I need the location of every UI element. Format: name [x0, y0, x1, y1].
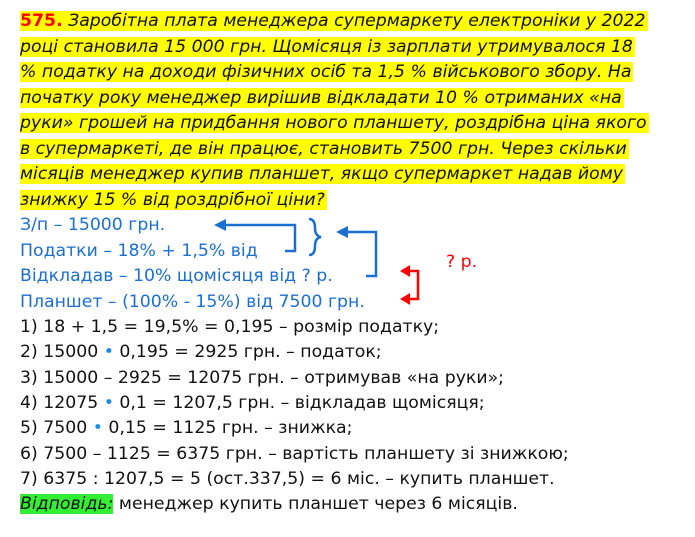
scheme-line: З/п – 15000 грн. [20, 215, 166, 235]
problem-line-text: місяців менеджер купив планшет, якщо суп… [20, 164, 623, 184]
step-text: 0,195 = 2925 грн. – податок; [113, 342, 382, 363]
scheme-line: Планшет – (100% - 15%) від 7500 грн. [20, 291, 365, 312]
solution-step: 1) 18 + 1,5 = 19,5% = 0,195 – розмір под… [20, 316, 439, 339]
scheme-line: Відкладав – 10% щомісяця від ? р. [20, 266, 333, 286]
solution-step: 6) 7500 – 1125 = 6375 грн. – вартість пл… [20, 443, 569, 466]
step-text: 4) 12075 [20, 392, 104, 413]
step-text: 5) 7500 [20, 418, 93, 439]
step-text: 7) 6375 : 1207,5 = 5 (ост.337,5) = 6 міс… [20, 468, 555, 489]
solution-step: 3) 15000 – 2925 = 12075 грн. – отримував… [20, 367, 504, 390]
problem-line: % податку на доходи фізичних осіб та 1,5… [20, 61, 634, 84]
multiply-dot: • [103, 392, 114, 413]
problem-line: в супермаркеті, де він працює, становить… [20, 138, 629, 161]
arrow-2 [345, 230, 378, 278]
step-text: 0,15 = 1125 грн. – знижка; [102, 418, 353, 439]
problem-line-text: році становила 15 000 грн. Щомісяця із з… [20, 36, 633, 57]
problem-line-text: знижку 15 % від роздрібної ціни? [20, 189, 325, 210]
arrow-1 [222, 223, 297, 253]
step-text: 6) 7500 – 1125 = 6375 грн. – вартість пл… [20, 443, 569, 464]
step-text: 3) 15000 – 2925 = 12075 грн. – отримував… [20, 367, 504, 388]
problem-number: 575. [20, 11, 63, 31]
problem-line: початку року менеджер вирішив відкладати… [20, 87, 624, 110]
problem-line: знижку 15 % від роздрібної ціни? [20, 189, 327, 212]
solution-step: 4) 12075 • 0,1 = 1207,5 грн. – відкладав… [20, 392, 485, 415]
solution-step: 7) 6375 : 1207,5 = 5 (ост.337,5) = 6 міс… [20, 468, 555, 491]
solution-step: 2) 15000 • 0,195 = 2925 грн. – податок; [20, 341, 382, 364]
problem-line: 575. Заробітна плата менеджера супермарк… [20, 10, 648, 33]
problem-line: місяців менеджер купив планшет, якщо суп… [20, 163, 625, 186]
problem-line: руки» грошей на придбання нового планшет… [20, 112, 649, 135]
problem-line: році становила 15 000 грн. Щомісяця із з… [20, 36, 635, 59]
problem-line-text: початку року менеджер вирішив відкладати… [20, 87, 622, 108]
step-text: 1) 18 + 1,5 = 19,5% = 0,195 – розмір под… [20, 317, 440, 337]
problem-line-text: в супермаркеті, де він працює, становить… [20, 138, 627, 159]
problem-line-text: руки» грошей на придбання нового планшет… [20, 113, 647, 133]
unknown-label: ? р. [446, 252, 478, 272]
multiply-dot: • [103, 342, 114, 363]
problem-line-text: Заробітна плата менеджера супермаркету е… [62, 11, 646, 31]
brace [308, 217, 322, 257]
step-text: 0,1 = 1207,5 грн. – відкладав щомісяця; [113, 392, 485, 413]
step-text: 2) 15000 [20, 342, 104, 363]
red-arrow [408, 269, 420, 301]
answer-text: менеджер купить планшет через 6 місяців. [113, 494, 518, 514]
problem-line-text: % податку на доходи фізичних осіб та 1,5… [20, 62, 632, 82]
answer-line: Відповідь: менеджер купить планшет через… [20, 493, 518, 516]
solution-step: 5) 7500 • 0,15 = 1125 грн. – знижка; [20, 417, 352, 440]
answer-label: Відповідь: [20, 494, 114, 514]
multiply-dot: • [92, 418, 103, 439]
scheme-line: Податки – 18% + 1,5% від [20, 240, 258, 261]
